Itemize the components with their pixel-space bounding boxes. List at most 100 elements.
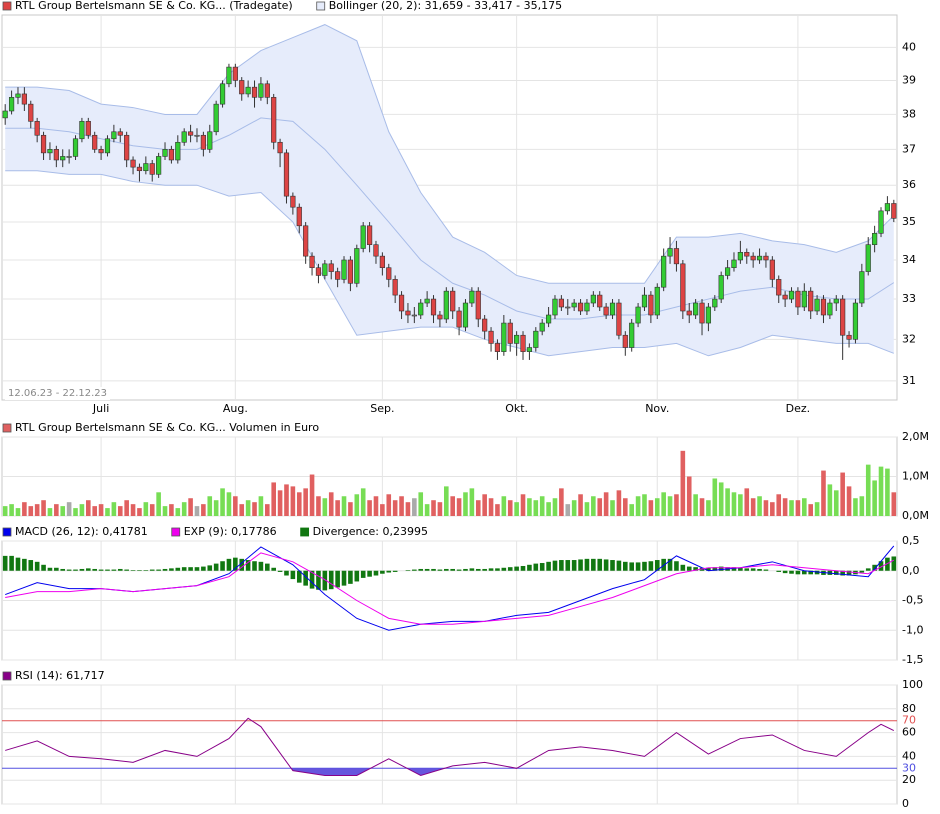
candle-body xyxy=(143,163,149,172)
divergence-bar xyxy=(66,569,72,571)
divergence-bar xyxy=(488,568,494,571)
candle-body xyxy=(795,290,801,308)
volume-bar xyxy=(661,492,666,516)
divergence-bar xyxy=(616,560,622,571)
candle-body xyxy=(149,163,155,175)
divergence-bar xyxy=(552,560,558,571)
volume-bar xyxy=(597,498,603,516)
candle-body xyxy=(341,259,347,280)
volume-bar xyxy=(79,504,85,516)
candle-body xyxy=(475,290,481,320)
divergence-bar xyxy=(469,568,475,571)
divergence-bar xyxy=(258,561,264,571)
x-tick-label: Juli xyxy=(92,402,109,415)
volume-bar xyxy=(60,506,66,516)
divergence-bar xyxy=(833,570,839,575)
volume-bar xyxy=(73,508,78,516)
candle-body xyxy=(833,298,839,304)
volume-bar xyxy=(15,508,21,516)
volume-bar xyxy=(28,506,34,516)
divergence-bar xyxy=(111,569,117,571)
candle-body xyxy=(15,93,21,98)
volume-bar xyxy=(846,486,852,516)
candle-body xyxy=(673,248,680,265)
volume-bar xyxy=(258,496,264,516)
divergence-bar xyxy=(731,567,737,571)
divergence-bar xyxy=(226,558,232,571)
volume-bar xyxy=(789,500,794,516)
volume-bar xyxy=(117,506,123,516)
candle-body xyxy=(616,302,622,336)
candle-body xyxy=(219,83,226,105)
divergence-bar xyxy=(105,569,110,571)
divergence-bar xyxy=(335,570,340,588)
candle-body xyxy=(609,302,616,316)
candle-body xyxy=(411,314,417,317)
candle-body xyxy=(622,334,628,348)
divergence-bar xyxy=(706,567,711,571)
candle-body xyxy=(814,298,820,312)
y-tick-label: 0,0 xyxy=(902,564,920,577)
divergence-bar xyxy=(878,561,884,571)
y-tick-label: 80 xyxy=(902,702,916,715)
volume-bar xyxy=(814,502,820,516)
volume-bar xyxy=(111,502,117,516)
y-tick-label: 36 xyxy=(902,178,916,191)
candle-body xyxy=(878,210,884,234)
divergence-bar xyxy=(533,563,539,571)
candle-body xyxy=(386,267,392,280)
divergence-bar xyxy=(520,565,526,571)
divergence-bar xyxy=(591,558,596,571)
divergence-bar xyxy=(507,567,513,571)
volume-bar xyxy=(66,502,72,516)
volume-bar xyxy=(552,498,558,516)
volume-bar xyxy=(245,500,251,516)
divergence-bar xyxy=(169,568,174,571)
bollinger-middle xyxy=(5,117,895,320)
volume-bar xyxy=(757,496,762,516)
volume-bar xyxy=(827,484,833,516)
divergence-bar xyxy=(693,567,698,571)
candle-body xyxy=(846,334,852,340)
candle-body xyxy=(820,298,827,316)
legend-swatch xyxy=(171,527,181,537)
divergence-bar xyxy=(233,557,238,571)
divergence-bar xyxy=(750,568,756,571)
candle-body xyxy=(482,318,488,332)
candle-body xyxy=(424,298,430,304)
candle-body xyxy=(597,294,603,308)
divergence-bar xyxy=(872,564,877,571)
legend-label: MACD (26, 12): 0,41781 xyxy=(15,525,148,538)
x-tick-label: Dez. xyxy=(786,402,811,415)
divergence-bar xyxy=(322,570,328,591)
candle-body xyxy=(85,121,91,136)
volume-bar xyxy=(271,482,276,516)
volume-bar xyxy=(309,474,315,516)
volume-bar xyxy=(290,486,296,516)
volume-bar xyxy=(130,504,136,516)
candle-body xyxy=(130,159,136,168)
divergence-bar xyxy=(450,568,455,571)
candle-body xyxy=(92,134,98,150)
volume-bar xyxy=(348,502,353,516)
volume-bar xyxy=(770,502,775,516)
divergence-bar xyxy=(92,568,97,571)
candle-body xyxy=(705,306,712,324)
divergence-bar xyxy=(34,561,40,571)
divergence-bar xyxy=(495,568,500,571)
volume-bar xyxy=(98,504,104,516)
candle-body xyxy=(552,298,558,316)
volume-bar xyxy=(623,498,628,516)
candle-body xyxy=(865,244,871,272)
y-tick-label: 37 xyxy=(902,142,916,155)
divergence-bar xyxy=(296,570,302,583)
candle-body xyxy=(239,80,245,95)
volume-bar xyxy=(463,492,468,516)
volume-bar xyxy=(296,492,302,516)
volume-bar xyxy=(341,496,347,516)
volume-bar xyxy=(233,496,238,516)
divergence-bar xyxy=(354,570,360,582)
divergence-bar xyxy=(207,565,213,571)
volume-bar xyxy=(584,502,590,516)
volume-bar xyxy=(495,504,500,516)
